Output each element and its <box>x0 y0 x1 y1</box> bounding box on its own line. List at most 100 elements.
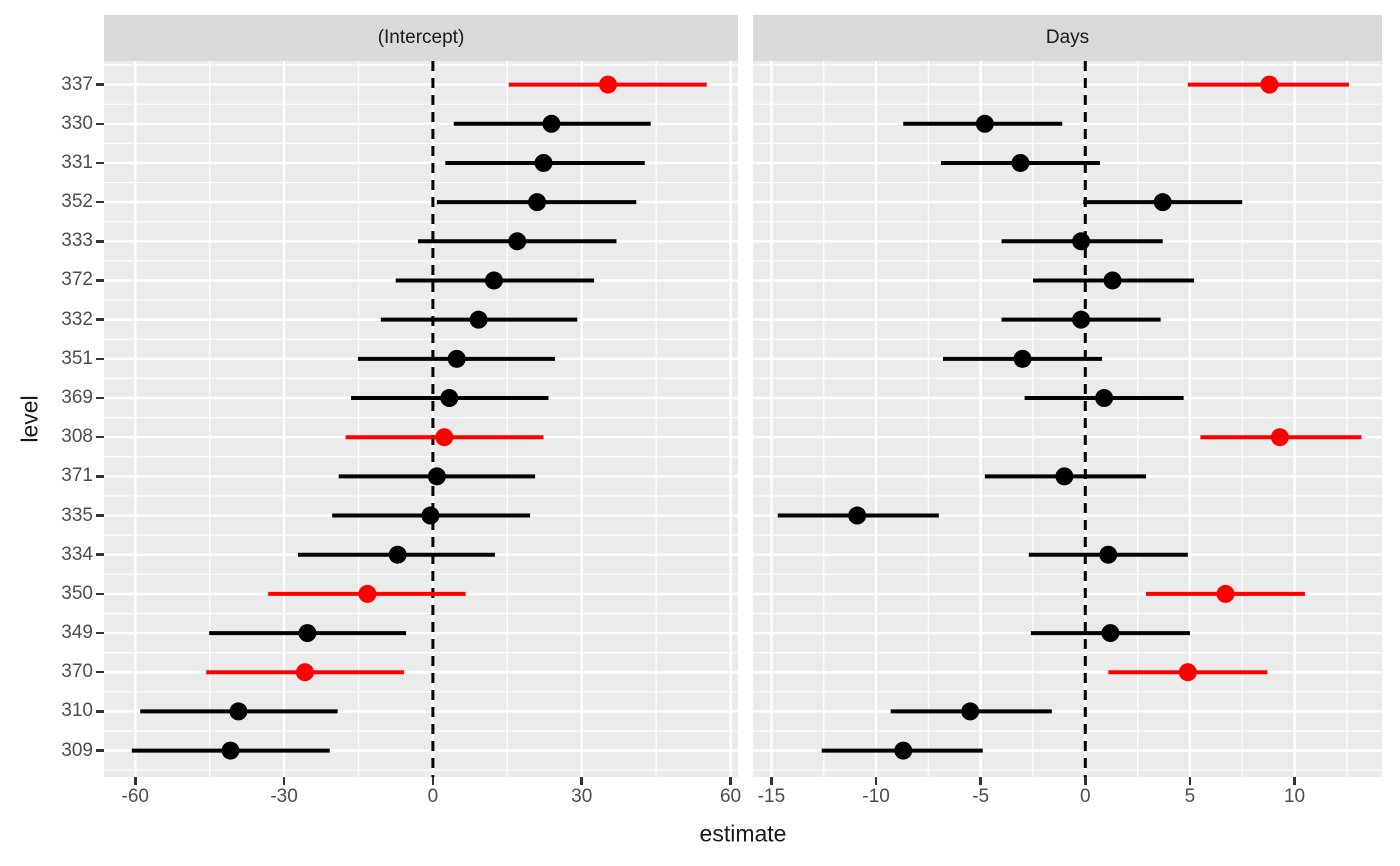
y-tick-mark <box>96 631 104 635</box>
x-tick-label: -30 <box>270 786 298 807</box>
point-estimate <box>1153 193 1172 212</box>
point-estimate <box>599 75 618 94</box>
y-tick-mark <box>96 475 104 478</box>
y-tick-label: 337 <box>61 73 93 95</box>
point-estimate <box>534 153 553 172</box>
facet-svg <box>104 61 738 777</box>
point-estimate <box>528 193 547 212</box>
y-tick-mark <box>96 670 104 674</box>
y-tick-mark <box>96 318 104 321</box>
y-tick-label: 369 <box>61 387 93 408</box>
point-estimate <box>1099 545 1118 564</box>
point-estimate <box>975 114 994 133</box>
point-estimate <box>229 702 248 721</box>
y-tick-mark <box>96 279 104 282</box>
x-tick-mark <box>282 777 286 785</box>
y-tick-mark <box>96 592 104 596</box>
y-tick-mark <box>96 396 104 400</box>
point-estimate <box>508 232 527 251</box>
point-estimate <box>1101 624 1120 643</box>
point-estimate <box>435 428 454 447</box>
point-estimate <box>1055 467 1074 486</box>
x-tick-mark <box>134 777 137 785</box>
point-estimate <box>1072 232 1091 251</box>
facet-strip-days: Days <box>753 15 1382 61</box>
point-estimate <box>1095 389 1114 408</box>
x-axis-title: estimate <box>699 820 787 847</box>
point-estimate <box>961 702 980 721</box>
point-estimate <box>447 349 466 368</box>
point-estimate <box>1216 584 1235 603</box>
y-tick-mark <box>96 749 104 752</box>
point-estimate <box>1013 349 1032 368</box>
y-tick-label: 332 <box>61 308 93 330</box>
x-tick-label: -60 <box>121 786 149 807</box>
x-tick-label: 60 <box>719 786 742 807</box>
y-tick-mark <box>96 553 104 556</box>
y-tick-mark <box>96 83 104 86</box>
y-tick-label: 310 <box>61 700 93 722</box>
point-estimate <box>421 506 440 525</box>
y-tick-label: 349 <box>61 622 93 644</box>
y-tick-label: 371 <box>61 465 93 487</box>
x-tick-mark <box>580 777 583 785</box>
y-tick-label: 351 <box>61 347 93 369</box>
y-tick-mark <box>96 122 104 126</box>
x-tick-label: 5 <box>1184 786 1196 807</box>
x-tick-mark <box>979 777 982 785</box>
point-estimate <box>440 389 459 408</box>
y-tick-mark <box>96 200 104 204</box>
y-tick-mark <box>96 161 104 165</box>
x-tick-mark <box>729 777 732 785</box>
y-tick-label: 335 <box>61 504 93 526</box>
point-estimate <box>1260 75 1279 94</box>
x-tick-label: -10 <box>862 786 890 807</box>
y-tick-mark <box>96 514 104 517</box>
y-tick-label: 331 <box>61 151 93 173</box>
point-estimate <box>1178 663 1197 682</box>
point-estimate <box>388 545 407 564</box>
x-tick-label: -15 <box>757 786 786 807</box>
x-tick-label: 10 <box>1283 786 1306 807</box>
point-estimate <box>1270 428 1289 447</box>
x-tick-mark <box>1293 777 1296 785</box>
point-estimate <box>542 114 561 133</box>
point-estimate <box>427 467 446 486</box>
x-tick-mark <box>770 777 773 785</box>
point-estimate <box>1103 271 1122 290</box>
y-tick-label: 372 <box>61 269 93 291</box>
point-estimate <box>469 310 488 329</box>
facet-svg <box>753 61 1382 777</box>
y-tick-label: 330 <box>61 112 93 134</box>
point-estimate <box>358 584 377 603</box>
point-estimate <box>295 663 314 682</box>
y-tick-label: 350 <box>61 582 93 604</box>
y-tick-mark <box>96 357 104 361</box>
x-tick-label: -5 <box>972 786 990 807</box>
y-tick-label: 370 <box>61 661 93 683</box>
x-tick-mark <box>1188 777 1192 785</box>
y-tick-label: 352 <box>61 191 93 213</box>
point-estimate <box>298 624 317 643</box>
y-tick-mark <box>96 240 104 243</box>
x-tick-label: 0 <box>1079 786 1091 807</box>
y-tick-mark <box>96 710 104 713</box>
point-estimate <box>221 741 240 760</box>
facet-strip-intercept: (Intercept) <box>104 15 738 61</box>
y-tick-label: 333 <box>61 230 93 252</box>
x-tick-mark <box>1084 777 1087 785</box>
x-tick-mark <box>431 777 435 785</box>
facet-strip-label: (Intercept) <box>377 27 465 48</box>
plot-panel-intercept <box>104 61 738 777</box>
y-tick-label: 309 <box>61 739 93 761</box>
x-tick-mark <box>874 777 878 785</box>
facet-strip-label: Days <box>1045 27 1090 48</box>
point-estimate <box>848 506 867 525</box>
x-tick-label: 30 <box>571 786 593 807</box>
point-estimate <box>484 271 503 290</box>
point-estimate <box>1072 310 1091 329</box>
plot-panel-days <box>753 61 1382 777</box>
y-tick-label: 334 <box>61 543 93 565</box>
point-estimate <box>1011 153 1030 172</box>
